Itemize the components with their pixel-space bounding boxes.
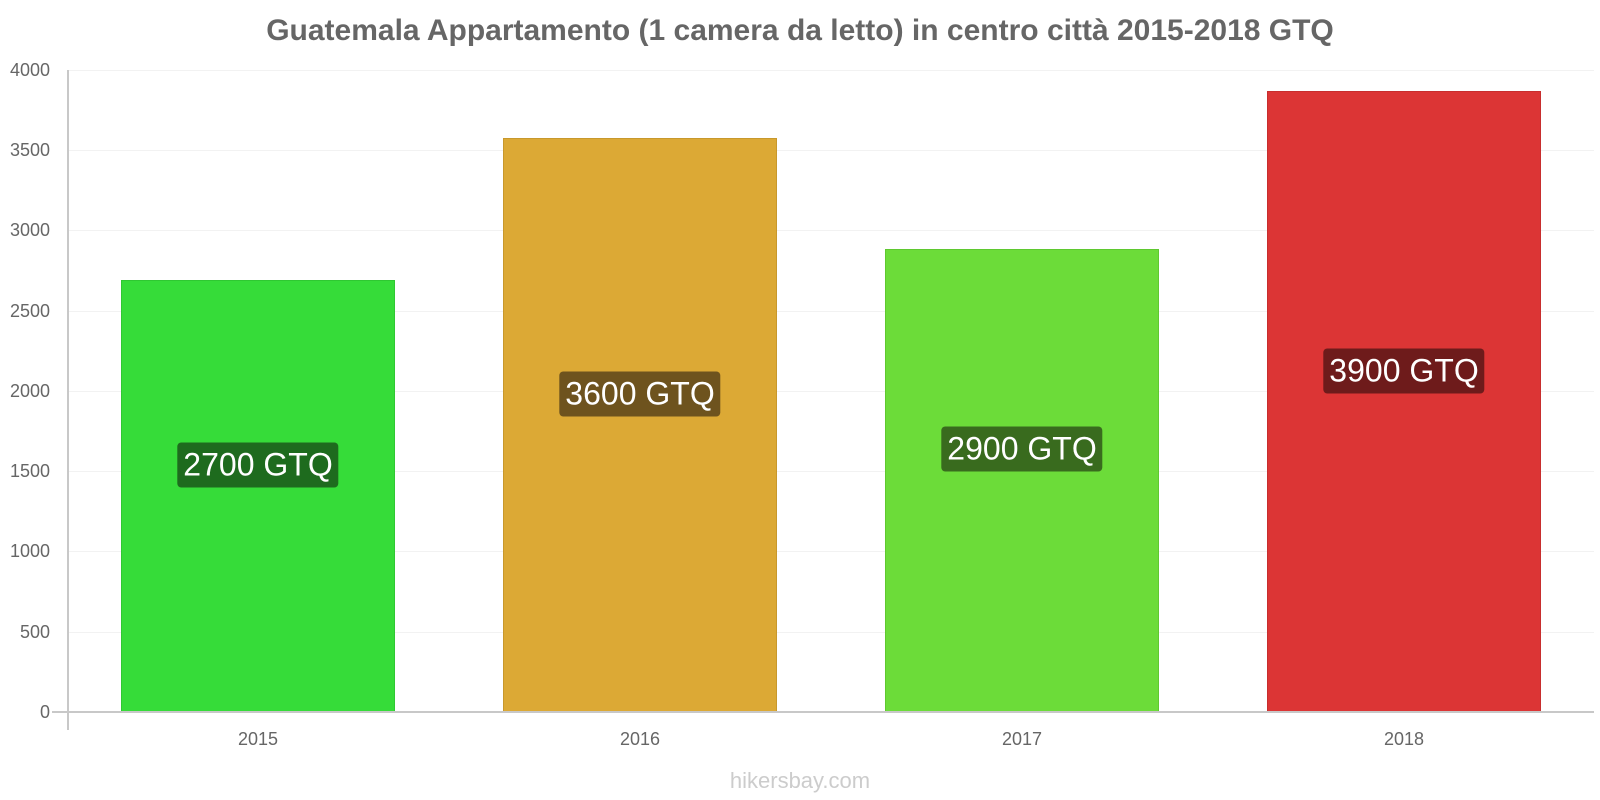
x-tick-label: 2015: [237, 729, 279, 749]
y-axis: [67, 70, 69, 730]
y-tick-label: 4000: [9, 60, 50, 80]
gridline-1000: [67, 551, 1594, 552]
y-tick-label: 1500: [9, 461, 50, 481]
bar-2016[interactable]: 3600 GTQ: [503, 138, 777, 712]
y-tick-label: 2000: [9, 381, 50, 401]
gridline-3500: [67, 150, 1594, 151]
y-tick-label: 3000: [9, 220, 50, 240]
gridline-2000: [67, 391, 1594, 392]
x-tick-label: 2018: [1383, 729, 1425, 749]
bar-2015[interactable]: 2700 GTQ: [121, 280, 395, 712]
y-tick-label: 500: [19, 622, 50, 642]
gridline-2500: [67, 311, 1594, 312]
gridline-4000: [67, 70, 1594, 71]
plot-area: [67, 70, 1594, 712]
bar-2018[interactable]: 3900 GTQ: [1267, 91, 1541, 712]
y-tick-label: 3500: [9, 140, 50, 160]
y-tick-label: 2500: [9, 301, 50, 321]
gridline-500: [67, 632, 1594, 633]
gridline-1500: [67, 471, 1594, 472]
gridline-3000: [67, 230, 1594, 231]
y-tick-label: 0: [39, 702, 50, 722]
bar-2017[interactable]: 2900 GTQ: [885, 249, 1159, 712]
bar-value-label: 2700 GTQ: [177, 442, 339, 488]
watermark: hikersbay.com: [729, 768, 871, 793]
x-axis: [52, 711, 1594, 713]
chart-title: Guatemala Appartamento (1 camera da lett…: [266, 14, 1334, 47]
bar-value-label: 3600 GTQ: [559, 371, 721, 417]
x-tick-label: 2017: [1001, 729, 1043, 749]
bar-value-label: 3900 GTQ: [1323, 348, 1485, 394]
y-tick-label: 1000: [9, 541, 50, 561]
x-tick-label: 2016: [619, 729, 661, 749]
bar-value-label: 2900 GTQ: [941, 426, 1103, 472]
